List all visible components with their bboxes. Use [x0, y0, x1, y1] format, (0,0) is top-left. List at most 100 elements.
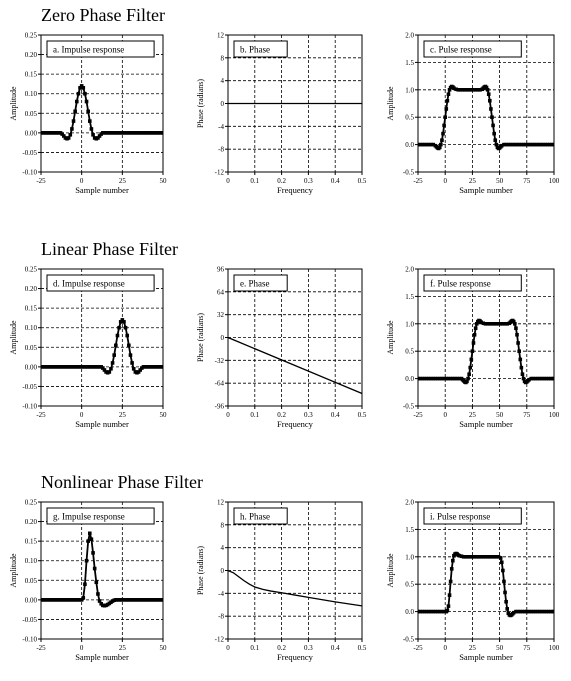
x-tick-label: 0.3 [304, 411, 313, 419]
chart-panel-5: 0 0.1 0.2 0.3 0.4 0.5 -96 -64 -32 0 32 64 96 Frequenc… [196, 266, 367, 430]
y-tick-label: -64 [215, 380, 225, 388]
y-tick-label: 96 [217, 266, 225, 274]
data-point [122, 320, 126, 324]
x-tick-label: 100 [549, 644, 560, 652]
data-point [467, 372, 471, 377]
x-tick-label: -25 [413, 644, 423, 652]
data-point [424, 142, 429, 147]
data-point [97, 134, 102, 138]
panel-label: g. Impulse response [53, 512, 125, 522]
data-layer [418, 84, 554, 151]
data-point [114, 343, 118, 348]
y-tick-label: -0.5 [403, 636, 415, 644]
x-axis-label: Sample number [75, 185, 129, 195]
x-tick-label: 0.2 [277, 411, 286, 419]
data-point [545, 142, 550, 147]
data-point [485, 555, 490, 559]
data-point [504, 599, 508, 604]
data-point [76, 91, 81, 96]
data-point [437, 609, 442, 614]
x-tick-label: 0 [80, 644, 84, 652]
data-point [71, 119, 76, 123]
y-tick-label: 12 [217, 32, 225, 40]
data-point [440, 138, 444, 143]
x-tick-label: 0.3 [304, 644, 313, 652]
x-axis-label: Sample number [459, 419, 513, 429]
data-point [530, 142, 535, 147]
data-point [70, 127, 74, 131]
data-point [520, 609, 525, 614]
chart-panel-7: -25 0 25 50 -0.10 -0.05 0.00 0.05 0.10 0.15 0.20 0.… [9, 499, 167, 663]
data-point [492, 131, 496, 136]
data-point [68, 133, 73, 137]
data-point [455, 376, 459, 381]
row-title-nonlinear-phase: Nonlinear Phase Filter [41, 472, 203, 492]
x-tick-label: 50 [496, 644, 504, 652]
x-tick-label: 0.1 [250, 644, 259, 652]
data-point [502, 579, 506, 584]
data-point [520, 372, 525, 377]
data-point [491, 123, 495, 128]
data-point [83, 582, 87, 586]
data-point [97, 599, 102, 603]
data-point [533, 376, 538, 381]
data-point [429, 609, 433, 614]
data-point [505, 607, 510, 611]
data-point [538, 376, 542, 381]
plot-frame [40, 268, 164, 407]
data-point [519, 365, 524, 370]
data-point [442, 609, 446, 614]
data-point [109, 367, 113, 371]
x-axis-label: Sample number [75, 652, 129, 662]
data-point [136, 370, 141, 374]
data-point [525, 609, 529, 614]
y-tick-label: 0.00 [25, 129, 38, 137]
data-layer [41, 531, 163, 608]
data-point [515, 142, 519, 147]
y-axis-label: Amplitude [9, 553, 18, 588]
panel-label-box [423, 507, 522, 525]
data-point [444, 376, 449, 381]
data-point [422, 376, 427, 381]
y-tick-label: 1.5 [405, 293, 414, 301]
data-point [505, 322, 510, 326]
y-tick-label: 0.05 [25, 577, 38, 585]
y-tick-label: 1.0 [405, 320, 414, 328]
data-point [115, 333, 120, 338]
data-point [427, 142, 431, 147]
data-point [488, 322, 492, 326]
data-point [467, 88, 471, 92]
data-point [517, 142, 521, 147]
data-point [61, 134, 66, 138]
data-point [479, 555, 483, 559]
data-point [101, 366, 105, 370]
x-tick-label: 0 [226, 411, 230, 419]
x-tick-label: 0.5 [358, 177, 367, 185]
y-axis-label: Phase (radians) [196, 313, 205, 362]
data-point [540, 609, 544, 614]
data-point [128, 353, 133, 357]
data-point [503, 322, 507, 326]
data-point [437, 376, 442, 381]
y-axis-label: Amplitude [9, 320, 18, 355]
y-tick-label: 0.5 [405, 348, 414, 356]
data-point [443, 115, 447, 119]
panel-label: h. Phase [240, 512, 270, 522]
data-layer [41, 84, 163, 141]
data-point [534, 142, 539, 147]
panel-label: a. Impulse response [53, 45, 124, 55]
data-point [73, 109, 77, 114]
data-point [89, 537, 94, 541]
data-point [532, 142, 537, 147]
y-tick-label: 0 [221, 100, 225, 108]
x-axis-label: Frequency [277, 419, 314, 429]
data-point [454, 87, 458, 92]
data-point [508, 142, 513, 147]
data-point [431, 609, 436, 614]
data-point [494, 322, 499, 326]
data-point [513, 322, 517, 326]
data-point [424, 609, 429, 614]
data-layer [228, 336, 362, 395]
data-point [550, 142, 554, 147]
x-tick-label: -25 [36, 177, 46, 185]
